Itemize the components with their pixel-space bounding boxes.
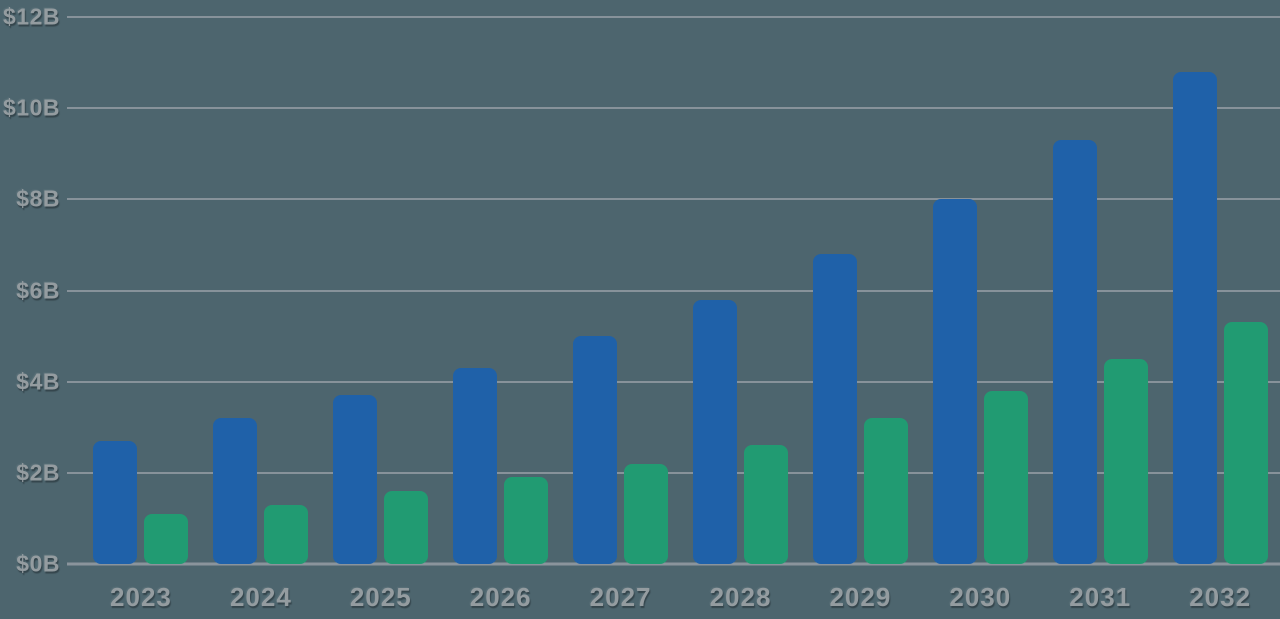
bar-series-1-blue-2023 [93, 440, 138, 564]
bar-group-2025 [321, 17, 441, 564]
bar-group-2023 [81, 17, 201, 564]
x-axis: 2023 2024 2025 2026 2027 2028 2029 2030 2031 2032 [81, 564, 1280, 619]
y-axis-tick-label: $6B [16, 277, 60, 303]
bar-series-1-blue-2029 [812, 254, 857, 564]
y-axis-tick-label: $0B [16, 550, 60, 577]
x-axis-tick-label: 2026 [469, 582, 532, 612]
x-axis-tick-label: 2032 [1189, 582, 1252, 612]
bar-series-1-blue-2027 [573, 336, 618, 564]
bar-series-1-blue-2030 [932, 199, 977, 564]
bar-series-2-green-2028 [743, 445, 788, 564]
x-axis-tick-label: 2030 [949, 582, 1012, 612]
bar-series-2-green-2029 [863, 418, 908, 564]
x-axis-tick-label: 2023 [110, 582, 172, 612]
bar-series-1-blue-2028 [692, 299, 737, 564]
bar-series-2-green-2032 [1223, 322, 1268, 564]
x-axis-baseline [67, 562, 1280, 566]
gridline [67, 107, 1280, 110]
x-axis-tick-label: 2029 [829, 582, 892, 612]
x-axis-tick-label: 2024 [229, 582, 292, 612]
x-axis-tick-label: 2031 [1069, 582, 1132, 612]
gridline [67, 471, 1280, 474]
gridline [67, 16, 1280, 18]
bar-group-2028 [681, 17, 801, 564]
bar-series-1-blue-2024 [213, 418, 258, 564]
gridline [67, 198, 1280, 201]
y-axis-tick-label: $10B [3, 94, 60, 121]
x-axis-tick-label: 2025 [349, 582, 412, 612]
bar-group-2029 [800, 17, 920, 564]
bar-group-2024 [201, 17, 321, 564]
y-axis-tick-label: $12B [3, 3, 60, 30]
bar-group-2030 [920, 17, 1040, 564]
bar-groups [81, 17, 1280, 564]
bar-series-2-green-2026 [504, 477, 549, 564]
gridline [67, 289, 1280, 292]
bar-group-2026 [441, 17, 561, 564]
bar-series-2-green-2024 [264, 504, 309, 564]
y-axis: $0B $2B $4B $6B $8B $10B $12B [0, 4, 60, 577]
gridlines [67, 16, 1280, 566]
gridline [67, 380, 1280, 383]
bar-group-2027 [561, 17, 681, 564]
y-axis-tick-label: $8B [16, 185, 60, 212]
bar-series-2-green-2031 [1103, 358, 1148, 564]
bar-series-2-green-2025 [384, 491, 429, 564]
bar-series-2-green-2027 [624, 463, 669, 564]
bar-group-2031 [1040, 17, 1160, 564]
x-axis-tick-label: 2028 [709, 582, 772, 612]
bar-series-1-blue-2031 [1052, 140, 1097, 564]
bar-series-1-blue-2032 [1172, 71, 1217, 564]
plot-area [67, 16, 1280, 566]
bar-series-2-green-2023 [144, 513, 189, 564]
bar-series-1-blue-2025 [333, 395, 378, 564]
x-axis-tick-label: 2027 [589, 582, 652, 612]
bar-group-2032 [1160, 17, 1280, 564]
y-axis-tick-label: $2B [16, 459, 60, 486]
bar-series-1-blue-2026 [453, 368, 498, 564]
y-axis-tick-label: $4B [16, 368, 60, 395]
bar-series-2-green-2030 [983, 390, 1028, 564]
